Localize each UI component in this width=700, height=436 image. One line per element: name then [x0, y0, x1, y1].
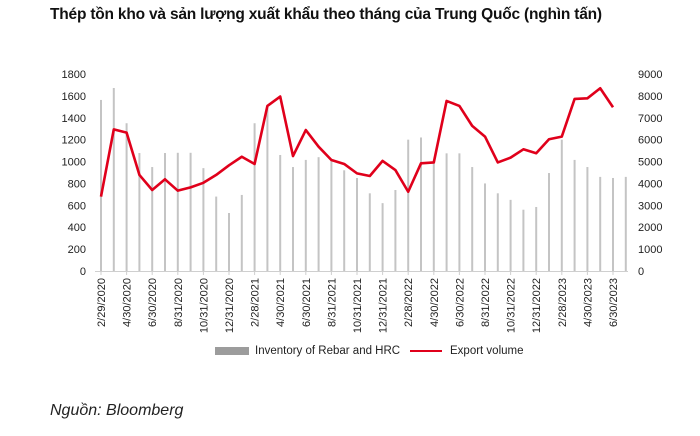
- bar-inventory-12/2022: [535, 206, 538, 271]
- left-tick-label: 600: [68, 200, 86, 212]
- x-tick-label: 12/31/2022: [531, 278, 543, 333]
- x-tick-label: 6/30/2022: [454, 278, 466, 327]
- bar-inventory-3/2021: [266, 106, 269, 271]
- bar-inventory-1/2023: [548, 173, 550, 271]
- x-tick-label: 10/31/2021: [352, 278, 364, 333]
- legend-label-inventory: Inventory of Rebar and HRC: [255, 345, 401, 357]
- bar-inventory-5/2023: [599, 176, 602, 271]
- legend-swatch-bar: [215, 347, 249, 355]
- bar-inventory-6/2021: [304, 159, 307, 271]
- bar-inventory-12/2021: [381, 203, 384, 271]
- left-tick-label: 1600: [62, 91, 86, 103]
- bar-inventory-4/2020: [125, 123, 128, 271]
- bar-inventory-11/2021: [368, 193, 371, 271]
- bar-inventory-7/2021: [317, 157, 320, 271]
- left-tick-label: 800: [68, 178, 86, 190]
- bar-inventory-9/2022: [496, 193, 499, 271]
- bar-inventory-2/2020: [100, 99, 102, 272]
- bar-inventory-2/2021: [253, 123, 256, 271]
- left-tick-label: 400: [68, 222, 86, 234]
- bar-inventory-7/2023: [624, 176, 627, 271]
- bar-inventory-6/2023: [612, 177, 614, 271]
- right-tick-label: 4000: [638, 178, 662, 190]
- x-tick-label: 2/29/2020: [96, 278, 108, 327]
- x-tick-label: 8/31/2022: [480, 278, 492, 327]
- x-tick-label: 4/30/2021: [275, 278, 287, 327]
- bar-inventory-3/2022: [420, 137, 422, 271]
- bar-inventory-6/2020: [151, 167, 154, 271]
- bar-inventory-1/2021: [240, 194, 243, 271]
- bar-inventory-10/2020: [202, 168, 205, 271]
- right-tick-label: 1000: [638, 244, 662, 256]
- x-tick-label: 12/31/2021: [378, 278, 390, 333]
- left-tick-label: 1200: [62, 135, 86, 147]
- left-tick-label: 200: [68, 244, 86, 256]
- bar-inventory-5/2022: [445, 153, 448, 271]
- x-tick-label: 2/28/2023: [557, 278, 569, 327]
- bar-inventory-10/2022: [509, 199, 512, 271]
- bar-inventory-7/2022: [471, 167, 474, 271]
- x-tick-label: 10/31/2022: [506, 278, 518, 333]
- x-tick-label: 6/30/2023: [608, 278, 620, 327]
- bar-inventory-7/2020: [164, 153, 166, 271]
- right-tick-label: 5000: [638, 157, 662, 169]
- bar-inventory-10/2021: [356, 177, 358, 271]
- x-tick-label: 12/31/2020: [224, 278, 236, 333]
- right-tick-label: 0: [638, 266, 644, 278]
- legend-item-inventory: Inventory of Rebar and HRC: [215, 345, 400, 357]
- bar-inventory-9/2021: [343, 170, 346, 271]
- x-tick-label: 8/31/2021: [326, 278, 338, 327]
- bar-inventory-8/2020: [176, 152, 179, 271]
- x-tick-label: 8/31/2020: [173, 278, 185, 327]
- bar-inventory-3/2020: [112, 88, 115, 272]
- right-tick-label: 2000: [638, 222, 662, 234]
- bar-inventory-2/2023: [560, 139, 563, 271]
- legend-label-export: Export volume: [450, 345, 524, 357]
- bar-inventory-11/2020: [215, 196, 218, 271]
- x-tick-label: 2/28/2021: [250, 278, 262, 327]
- bar-inventory-3/2023: [573, 159, 576, 271]
- chart-title: Thép tồn kho và sản lượng xuất khẩu theo…: [50, 6, 602, 23]
- left-tick-label: 1800: [62, 69, 86, 81]
- x-tick-label: 4/30/2020: [122, 278, 134, 327]
- source-note: Nguồn: Bloomberg: [50, 402, 184, 419]
- x-tick-label: 10/31/2020: [198, 278, 210, 333]
- bar-inventory-4/2022: [432, 160, 435, 271]
- bar-inventory-5/2020: [138, 153, 141, 271]
- bar-inventory-12/2020: [228, 212, 230, 271]
- bar-inventory-9/2020: [189, 152, 192, 271]
- x-tick-label: 4/30/2023: [582, 278, 594, 327]
- bar-inventory-6/2022: [458, 153, 461, 271]
- bar-inventory-4/2023: [586, 167, 589, 271]
- left-tick-label: 1400: [62, 113, 86, 125]
- right-tick-label: 9000: [638, 69, 662, 81]
- bar-inventory-8/2021: [330, 159, 333, 271]
- legend-item-export: Export volume: [410, 345, 524, 357]
- x-tick-label: 6/30/2020: [147, 278, 159, 327]
- x-tick-label: 6/30/2021: [301, 278, 313, 327]
- bar-inventory-2/2022: [407, 139, 410, 271]
- bar-inventory-1/2022: [394, 190, 397, 271]
- legend-swatch-line: [410, 350, 442, 352]
- bar-inventory-8/2022: [484, 183, 486, 271]
- right-tick-label: 8000: [638, 91, 662, 103]
- x-tick-label: 2/28/2022: [403, 278, 415, 327]
- right-tick-label: 6000: [638, 135, 662, 147]
- bar-inventory-4/2021: [279, 154, 282, 271]
- bar-inventory-5/2021: [292, 167, 294, 271]
- x-tick-label: 4/30/2022: [429, 278, 441, 327]
- right-tick-label: 3000: [638, 200, 662, 212]
- right-tick-label: 7000: [638, 113, 662, 125]
- left-tick-label: 1000: [62, 157, 86, 169]
- left-tick-label: 0: [80, 266, 86, 278]
- bar-inventory-11/2022: [522, 209, 525, 271]
